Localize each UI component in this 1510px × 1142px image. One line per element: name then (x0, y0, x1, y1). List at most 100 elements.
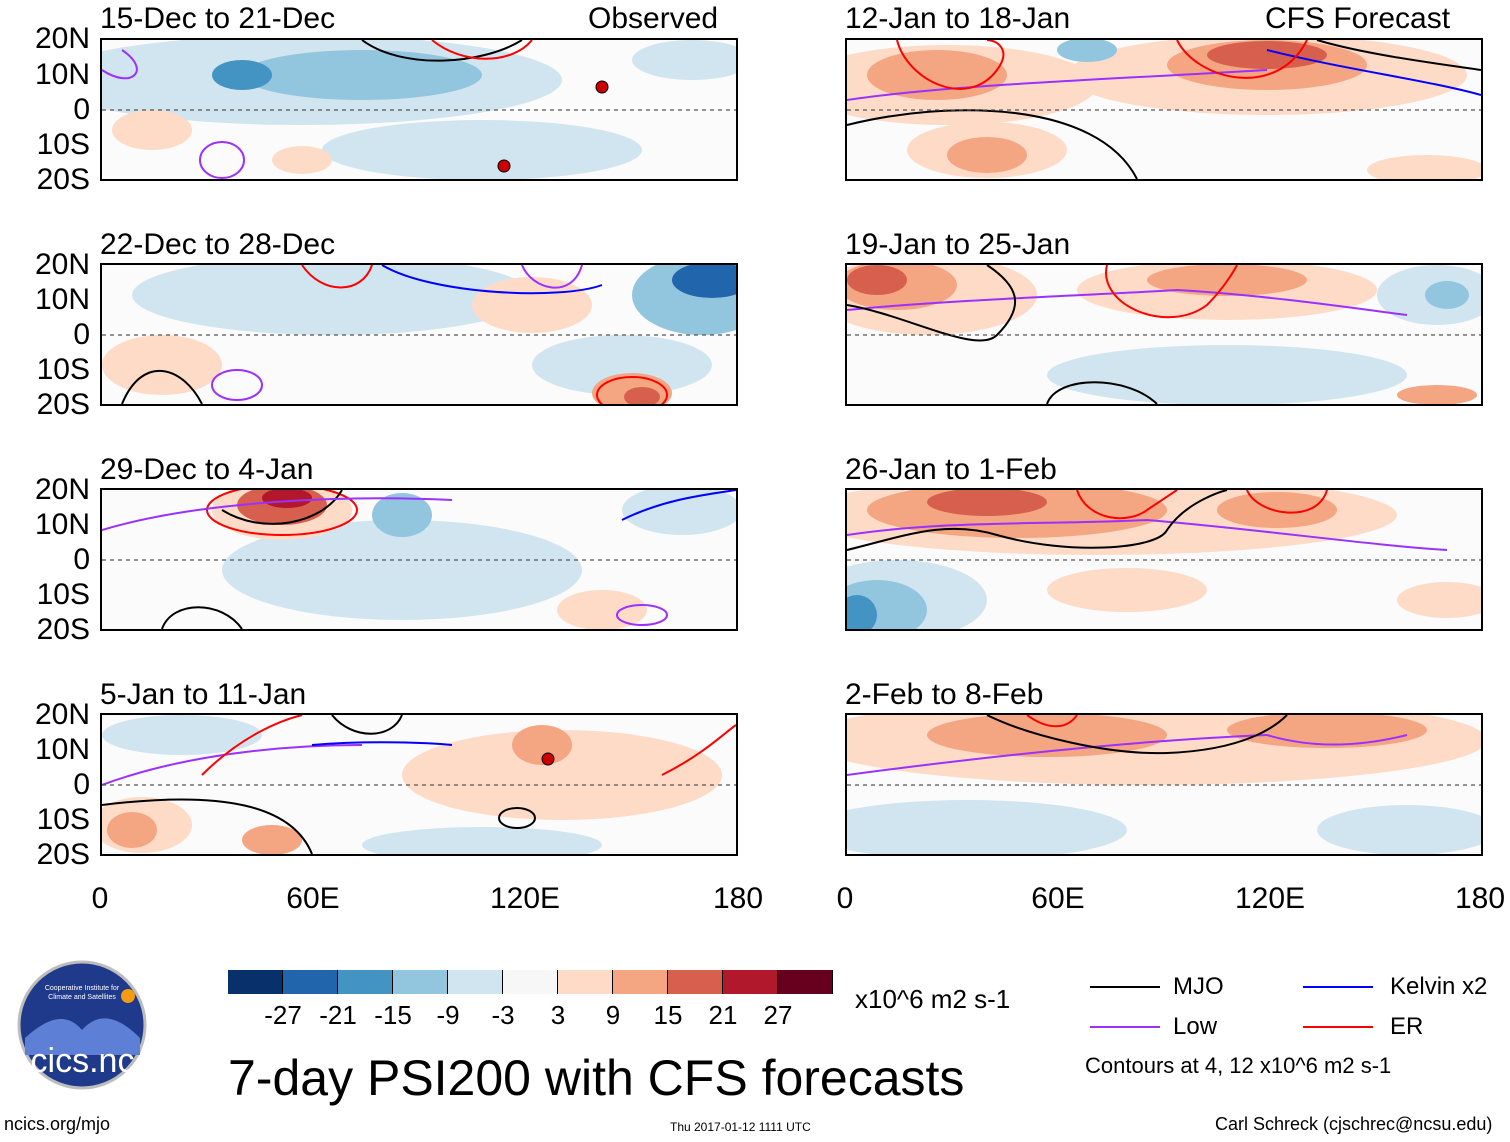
map-panel-forecast-4 (845, 713, 1483, 856)
negative-anomaly (102, 715, 262, 755)
low-contour (102, 744, 363, 786)
lon-label-right: 60E (1031, 882, 1085, 915)
lat-label: 0 (73, 768, 90, 801)
logo-circle (17, 960, 147, 1090)
low-contour (847, 69, 1268, 101)
positive-anomaly (927, 490, 1047, 516)
low-contour (847, 734, 1268, 776)
negative-anomaly (847, 800, 1127, 854)
negative-anomaly (362, 827, 602, 854)
lat-label: 0 (73, 93, 90, 126)
panel-title-fcst-1: 12-Jan to 18-Jan (845, 2, 1071, 35)
er-contour (431, 40, 533, 60)
lat-label: 10N (34, 283, 90, 316)
lat-label: 10N (34, 733, 90, 766)
panel-title-obs-1: 15-Dec to 21-Dec (100, 2, 336, 35)
contour-legend: MJO Kelvin x2 Low ER Contours at 4, 12 x… (1085, 965, 1505, 1085)
colorbar-swatch (558, 970, 613, 994)
negative-anomaly (847, 595, 877, 629)
positive-anomaly (102, 335, 222, 395)
map-graphic (847, 265, 1481, 404)
legend-label-er: ER (1390, 1013, 1424, 1040)
mjo-contour (498, 807, 536, 829)
colorbar: -27 -21 -15 -9 -3 3 9 15 21 27 (228, 970, 833, 1030)
panel-title-obs-2: 22-Dec to 28-Dec (100, 228, 336, 261)
negative-anomaly (1425, 281, 1469, 309)
timestamp: Thu 2017-01-12 1111 UTC (670, 1120, 811, 1134)
panel-title-obs-3: 29-Dec to 4-Jan (100, 453, 314, 486)
colorbar-swatch (503, 970, 558, 994)
lat-label: 10N (34, 58, 90, 91)
map-panel-observed-1 (100, 38, 738, 181)
mjo-contour (847, 490, 1228, 551)
mjo-contour (361, 40, 523, 62)
panel-title-fcst-4: 2-Feb to 8-Feb (845, 678, 1044, 711)
colorbar-tick: -27 (264, 1000, 302, 1030)
negative-anomaly (532, 335, 712, 395)
positive-anomaly (557, 590, 647, 629)
negative-anomaly (1047, 345, 1407, 404)
lat-label: 20S (36, 838, 90, 871)
map-graphic (102, 715, 736, 854)
er-contour (201, 715, 303, 776)
positive-anomaly (1367, 155, 1481, 179)
lon-label-left: 60E (286, 882, 340, 915)
low-contour (521, 265, 583, 289)
positive-anomaly (1397, 385, 1477, 404)
negative-anomaly (222, 520, 582, 620)
map-panel-observed-3 (100, 488, 738, 631)
positive-anomaly (1397, 582, 1481, 618)
colorbar-swatch (448, 970, 503, 994)
kelvin-contour (311, 741, 453, 746)
kelvin-contour (621, 490, 736, 521)
colorbar-swatch (723, 970, 778, 994)
lat-label: 10S (36, 128, 90, 161)
er-contour (661, 724, 736, 776)
positive-anomaly (1047, 568, 1207, 612)
colorbar-tick: 15 (653, 1000, 683, 1030)
negative-anomaly (632, 40, 736, 80)
positive-anomaly (947, 137, 1027, 173)
colorbar-tick: -21 (319, 1000, 357, 1030)
lat-label: 20S (36, 388, 90, 421)
positive-anomaly (107, 812, 157, 848)
lon-label-right: 180 (1454, 882, 1506, 915)
lat-label: 10N (34, 508, 90, 541)
author-credit: Carl Schreck (cjschrec@ncsu.edu) (1215, 1114, 1493, 1134)
mjo-contour (1046, 381, 1158, 404)
positive-anomaly (472, 277, 592, 333)
legend-label-mjo: MJO (1173, 973, 1224, 1000)
negative-anomaly (672, 265, 736, 298)
colorbar-swatch (778, 970, 833, 994)
er-contour (1026, 715, 1078, 728)
map-panel-forecast-1 (845, 38, 1483, 181)
er-contour (1105, 265, 1238, 319)
er-contour (301, 265, 373, 289)
logo-landscape (25, 1018, 140, 1055)
negative-anomaly (1057, 40, 1117, 62)
kelvin-contour (381, 265, 603, 295)
mjo-contour (221, 490, 343, 525)
map-panel-observed-2 (100, 263, 738, 406)
cics-logo: cics.nc Cooperative Institute for Climat… (10, 960, 155, 1090)
panel-title-obs-4: 5-Jan to 11-Jan (100, 678, 307, 711)
logo-graphic (17, 960, 147, 1090)
legend-swatch-kelvin (1303, 986, 1373, 988)
negative-anomaly (132, 265, 532, 335)
lat-label: 0 (73, 318, 90, 351)
legend-note: Contours at 4, 12 x10^6 m2 s-1 (1085, 1053, 1392, 1078)
figure-title: 7-day PSI200 with CFS forecasts (228, 1050, 965, 1106)
er-contour (596, 376, 668, 404)
legend-swatch-mjo (1090, 986, 1160, 988)
lon-label-left: 0 (91, 882, 109, 915)
colorbar-swatch (283, 970, 338, 994)
sun-icon (121, 989, 135, 1003)
lat-label: 20N (34, 248, 90, 281)
map-graphic (847, 40, 1481, 179)
colorbar-swatch (668, 970, 723, 994)
mjo-contour (847, 109, 1138, 179)
website-link[interactable]: ncics.org/mjo (4, 1114, 111, 1134)
mjo-contour (121, 370, 203, 404)
negative-anomaly (1317, 805, 1481, 854)
map-graphic (847, 490, 1481, 629)
